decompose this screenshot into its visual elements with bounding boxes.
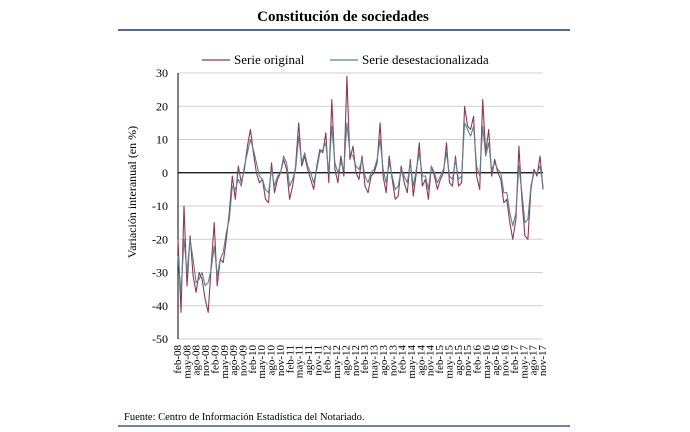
legend: Serie original Serie desestacionalizada [202, 52, 489, 67]
y-tick-label: 0 [162, 166, 168, 180]
series-line-original [177, 75, 544, 313]
x-tick-label: nov-09 [238, 345, 250, 377]
y-axis-ticks: 30 20 10 0 -10 -20 -30 -40 -50 [152, 66, 168, 346]
x-tick-label: feb-10 [247, 345, 259, 374]
x-tick-label: ago-17 [528, 345, 540, 376]
grid [177, 72, 543, 340]
x-tick-label: nov-12 [350, 345, 362, 376]
y-tick-label: -50 [152, 332, 168, 346]
x-tick-label: nov-16 [500, 345, 512, 377]
x-tick-label: nov-15 [462, 345, 474, 377]
x-tick-label: may-12 [331, 345, 343, 379]
x-tick-label: nov-10 [275, 345, 287, 377]
x-tick-label: may-11 [294, 345, 306, 378]
y-tick-label: -20 [152, 232, 168, 246]
x-tick-label: feb-16 [472, 345, 484, 374]
series-line-desestacionalizada [177, 122, 544, 293]
x-tick-label: nov-08 [200, 345, 212, 377]
x-tick-label: may-13 [369, 345, 381, 379]
y-tick-label: -40 [152, 299, 168, 313]
x-tick-label: may-08 [181, 345, 193, 379]
x-tick-label: feb-12 [322, 345, 334, 374]
chart-title: Constitución de sociedades [257, 9, 429, 25]
y-tick-label: 10 [156, 133, 168, 147]
legend-label-original: Serie original [234, 52, 305, 67]
x-tick-label: ago-12 [341, 345, 353, 376]
x-tick-label: ago-08 [191, 345, 203, 376]
x-tick-label: ago-09 [228, 345, 240, 376]
y-tick-label: -30 [152, 266, 168, 280]
x-tick-label: feb-15 [434, 345, 446, 374]
x-tick-label: may-14 [406, 345, 418, 379]
x-tick-label: may-17 [518, 345, 530, 379]
x-tick-label: feb-13 [359, 345, 371, 374]
source-note: Fuente: Centro de Información Estadístic… [124, 412, 365, 423]
x-tick-label: nov-13 [387, 345, 399, 377]
x-tick-label: may-16 [481, 345, 493, 379]
x-tick-label: feb-14 [397, 345, 409, 374]
y-tick-label: 30 [156, 66, 168, 80]
x-tick-label: feb-09 [209, 345, 221, 374]
y-tick-label: -10 [152, 199, 168, 213]
x-tick-label: ago-15 [453, 345, 465, 376]
x-tick-label: feb-17 [509, 345, 521, 374]
x-tick-label: may-10 [256, 345, 268, 379]
x-tick-label: nov-17 [537, 345, 549, 377]
x-tick-label: nov-11 [312, 345, 324, 376]
x-tick-label: ago-13 [378, 345, 390, 376]
x-tick-label: may-15 [443, 345, 455, 379]
x-tick-label: feb-11 [284, 345, 296, 373]
x-tick-label: nov-14 [425, 345, 437, 377]
x-tick-label: may-09 [219, 345, 231, 379]
x-tick-label: ago-10 [266, 345, 278, 376]
y-tick-label: 20 [156, 99, 168, 113]
x-tick-label: ago-16 [490, 345, 502, 376]
x-tick-label: feb-08 [172, 345, 184, 374]
legend-label-desestacionalizada: Serie desestacionalizada [362, 52, 489, 67]
x-tick-label: ago-11 [303, 345, 315, 375]
y-axis-label: Variación interanual (en %) [125, 126, 139, 258]
series-layer [177, 75, 544, 313]
x-tick-label: ago-14 [415, 345, 427, 376]
x-axis-ticks: feb-08may-08ago-08nov-08feb-09may-09ago-… [172, 345, 549, 379]
